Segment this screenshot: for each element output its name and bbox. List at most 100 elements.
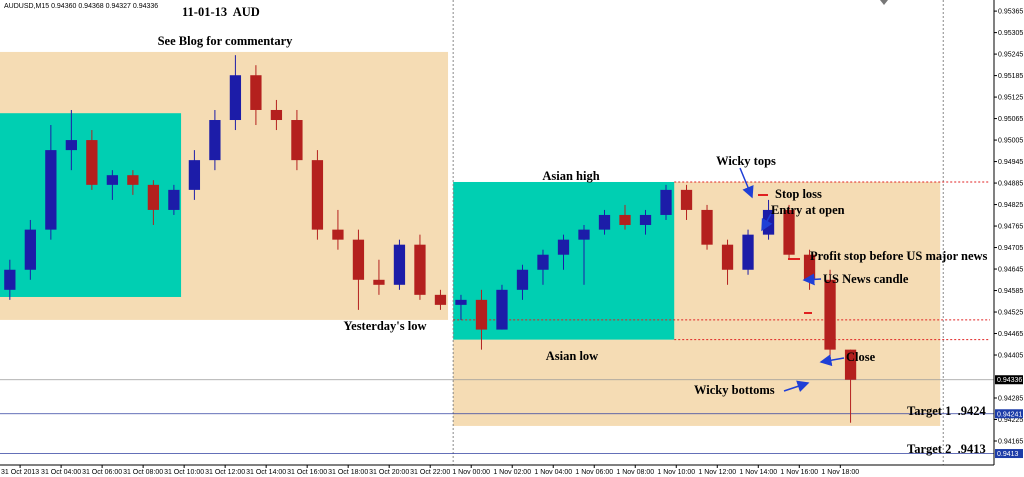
annotation: Close <box>846 350 876 364</box>
x-tick-label: 31 Oct 20:00 <box>369 469 409 476</box>
candle-body <box>783 209 795 255</box>
candle-body <box>680 189 693 210</box>
candle-body <box>270 109 283 121</box>
arrow <box>783 380 810 393</box>
candle-body <box>65 140 77 151</box>
candle-body <box>701 209 713 245</box>
annotation: Asian low <box>546 349 598 363</box>
candle-body <box>147 184 160 210</box>
candle-body <box>537 254 549 270</box>
y-tick-label: 0.94465 <box>998 331 1023 338</box>
y-tick-label: 0.94705 <box>998 245 1023 252</box>
annotation: US News candle <box>823 272 909 286</box>
candle-body <box>639 214 652 225</box>
x-tick-label: 1 Nov 08:00 <box>616 469 654 476</box>
axes: 0.95365 0.95305 0.95245 0.95185 0.95125 0.950… <box>1 9 1023 476</box>
y-tick-label: 0.95245 <box>998 52 1023 59</box>
annotation: See Blog for commentary <box>158 34 294 48</box>
candle-body <box>352 239 365 280</box>
candle-body <box>4 269 16 290</box>
y-tick-label: 0.94585 <box>998 288 1023 295</box>
x-tick-label: 1 Nov 18:00 <box>821 469 859 476</box>
candle-body <box>619 214 631 225</box>
candle-body <box>414 244 426 295</box>
candle-body <box>516 269 529 290</box>
price-tag-label: 0.94241 <box>997 411 1022 418</box>
x-tick-label: 31 Oct 10:00 <box>164 469 204 476</box>
x-tick-label: 31 Oct 12:00 <box>205 469 245 476</box>
price-tag <box>995 375 1023 385</box>
y-tick-label: 0.95125 <box>998 95 1023 102</box>
y-tick-label: 0.95185 <box>998 73 1023 80</box>
y-tick-label: 0.94225 <box>998 417 1023 424</box>
annotation: Yesterday's low <box>344 319 427 333</box>
x-tick-label: 1 Nov 10:00 <box>657 469 695 476</box>
y-tick-label: 0.95065 <box>998 116 1023 123</box>
price-tag-label: 0.9413 <box>997 451 1019 458</box>
y-tick-label: 0.94885 <box>998 181 1023 188</box>
y-tick-label: 0.94405 <box>998 353 1023 360</box>
candle-body <box>45 150 57 230</box>
candle-body <box>660 189 672 215</box>
candle-body <box>578 229 590 240</box>
candle-body <box>721 244 734 270</box>
shift-marker <box>880 0 888 5</box>
x-tick-label: 1 Nov 00:00 <box>452 469 490 476</box>
y-tick-label: 0.94285 <box>998 396 1023 403</box>
candle-body <box>455 299 467 305</box>
candle-body <box>742 234 754 270</box>
annotation: Wicky tops <box>716 154 776 168</box>
price-tag <box>995 409 1023 419</box>
candle-body <box>844 349 857 380</box>
x-tick-label: 31 Oct 22:00 <box>410 469 450 476</box>
candle-body <box>311 160 324 230</box>
candle-body <box>188 160 201 190</box>
symbol: AUDUSD,M15 0.94360 0.94368 0.94327 0.943… <box>4 3 158 10</box>
arrow <box>739 167 754 199</box>
annotation: Target 1 .9424 <box>907 404 986 418</box>
price-tags: 0.94336 0.94241 0.9413 <box>995 375 1023 459</box>
candle-body <box>168 189 180 210</box>
candle-body <box>86 140 98 185</box>
markers <box>739 167 845 393</box>
x-tick-label: 31 Oct 18:00 <box>328 469 368 476</box>
candle-body <box>332 229 344 240</box>
y-tick-label: 0.95305 <box>998 30 1023 37</box>
y-tick-label: 0.94525 <box>998 310 1023 317</box>
candle-body <box>434 294 447 305</box>
x-tick-label: 31 Oct 2013 <box>1 469 39 476</box>
annotation: Entry at open <box>771 203 845 217</box>
x-tick-label: 31 Oct 06:00 <box>82 469 122 476</box>
candle-body <box>393 244 406 285</box>
x-tick-label: 1 Nov 12:00 <box>698 469 736 476</box>
annotation: Profit stop before US major news <box>810 249 988 263</box>
candle-body <box>803 254 816 280</box>
candle-body <box>475 299 488 330</box>
candle-body <box>209 120 221 161</box>
y-tick-label: 0.95365 <box>998 9 1023 16</box>
y-tick-label: 0.94165 <box>998 438 1023 445</box>
x-tick-label: 1 Nov 06:00 <box>575 469 613 476</box>
candle-body <box>229 75 242 121</box>
x-tick-label: 31 Oct 08:00 <box>123 469 163 476</box>
arrow <box>761 213 773 232</box>
y-tick-label: 0.94945 <box>998 159 1023 166</box>
x-tick-label: 31 Oct 04:00 <box>41 469 81 476</box>
y-tick-label: 0.95005 <box>998 138 1023 145</box>
annotation: Wicky bottoms <box>694 383 775 397</box>
candle-body <box>106 175 119 185</box>
price-tag <box>995 449 1023 459</box>
x-tick-label: 1 Nov 02:00 <box>493 469 531 476</box>
candle-body <box>250 75 262 110</box>
candle-body <box>291 120 303 161</box>
x-tick-label: 1 Nov 14:00 <box>739 469 777 476</box>
candle-body <box>557 239 570 255</box>
candle-body <box>824 279 836 350</box>
candle-body <box>127 175 139 185</box>
price-tag-label: 0.94336 <box>997 377 1022 384</box>
arrow <box>819 354 845 367</box>
y-tick-label: 0.94765 <box>998 224 1023 231</box>
candle-body <box>24 229 36 270</box>
x-tick-label: 31 Oct 16:00 <box>287 469 327 476</box>
